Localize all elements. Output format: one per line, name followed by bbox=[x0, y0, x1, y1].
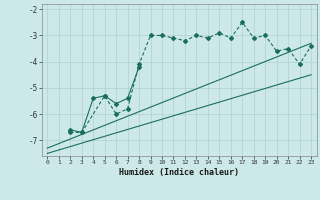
X-axis label: Humidex (Indice chaleur): Humidex (Indice chaleur) bbox=[119, 168, 239, 177]
